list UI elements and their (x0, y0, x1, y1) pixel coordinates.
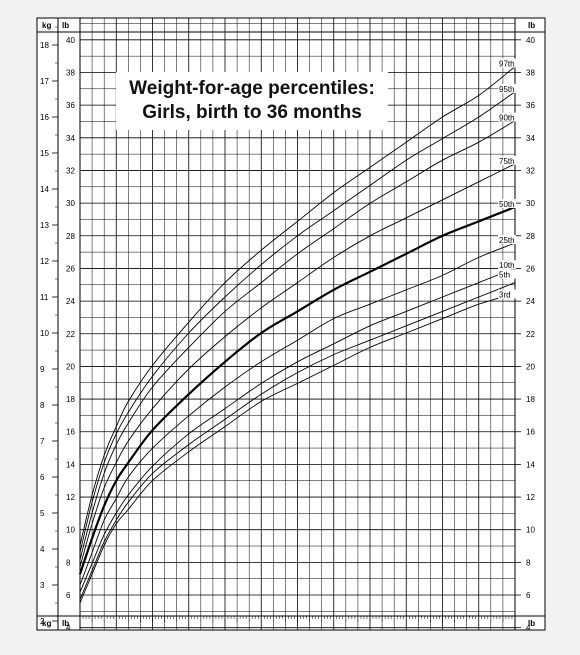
kg-tick-label: 16 (40, 113, 49, 122)
lb-tick-label-right: 6 (526, 591, 531, 600)
kg-tick-label: 12 (40, 257, 49, 266)
percentile-label-10th: 10th (499, 261, 515, 270)
chart-title-line-1: Weight-for-age percentiles: (129, 78, 375, 99)
percentile-curve-90th (79, 120, 516, 560)
kg-tick-label: 8 (40, 401, 45, 410)
percentile-label-bg-75th (498, 155, 516, 165)
kg-tick-label: 15 (40, 149, 49, 158)
percentile-label-3rd: 3rd (499, 290, 511, 299)
lb-tick-label-right: 22 (526, 330, 535, 339)
lb-unit-right-top: lb (528, 21, 535, 30)
lb-tick-label-right: 38 (526, 68, 535, 77)
percentile-label-bg-97th (498, 58, 516, 68)
lb-tick-label-left: 36 (66, 101, 75, 110)
lb-tick-label-left: 22 (66, 330, 75, 339)
lb-tick-label-left: 16 (66, 428, 75, 437)
kg-tick-label: 11 (40, 293, 49, 302)
lb-tick-label-right: 18 (526, 395, 535, 404)
percentile-label-90th: 90th (499, 114, 515, 123)
percentile-curve-95th (79, 91, 516, 553)
kg-tick-label: 4 (40, 545, 45, 554)
lb-tick-label-left: 26 (66, 264, 75, 273)
percentile-label-bg-25th (498, 235, 516, 244)
lb-tick-label-left: 20 (66, 362, 75, 371)
kg-tick-label: 18 (40, 41, 49, 50)
lb-tick-label-right: 32 (526, 166, 535, 175)
kg-tick-label: 7 (40, 437, 45, 446)
lb-tick-label-right: 16 (526, 428, 535, 437)
lb-tick-label-left: 14 (66, 460, 75, 469)
lb-unit-right-bottom: lb (528, 619, 535, 628)
percentile-label-bg-3rd (498, 289, 516, 299)
percentile-label-95th: 95th (499, 85, 515, 94)
lb-tick-label-right: 36 (526, 101, 535, 110)
kg-tick-label: 13 (40, 221, 49, 230)
percentile-label-5th: 5th (499, 271, 510, 280)
lb-tick-label-left: 32 (66, 166, 75, 175)
kg-tick-label: 17 (40, 77, 49, 86)
lb-tick-label-left: 8 (66, 558, 71, 567)
kg-tick-label: 3 (40, 581, 45, 590)
lb-tick-label-right: 34 (526, 134, 535, 143)
percentile-label-bg-95th (498, 83, 516, 93)
lb-tick-label-right: 40 (526, 36, 535, 45)
percentile-label-bg-90th (498, 112, 516, 122)
percentile-label-50th: 50th (499, 200, 515, 209)
percentile-curve-75th (79, 163, 516, 568)
lb-tick-label-left: 30 (66, 199, 75, 208)
lb-tick-label-left: 40 (66, 36, 75, 45)
percentile-curve-25th (79, 242, 516, 586)
lb-unit-top: lb (62, 21, 69, 30)
lb-tick-label-right: 14 (526, 460, 535, 469)
lb-tick-label-left: 28 (66, 232, 75, 241)
lb-tick-label-left: 18 (66, 395, 75, 404)
kg-tick-label: 5 (40, 509, 45, 518)
kg-tick-label: 2 (40, 617, 45, 626)
lb-tick-label-right: 12 (526, 493, 535, 502)
lb-tick-label-right: 4 (526, 624, 531, 633)
lb-tick-label-left: 38 (66, 68, 75, 77)
percentile-label-bg-10th (498, 260, 516, 270)
lb-tick-label-left: 24 (66, 297, 75, 306)
percentile-curve-5th (79, 282, 516, 600)
kg-tick-label: 6 (40, 473, 45, 482)
lb-tick-label-right: 30 (526, 199, 535, 208)
lb-tick-label-right: 28 (526, 232, 535, 241)
lb-tick-label-right: 8 (526, 558, 531, 567)
kg-unit-top: kg (42, 21, 51, 30)
lb-tick-label-right: 24 (526, 297, 535, 306)
kg-unit-bottom: kg (42, 619, 51, 628)
percentile-label-bg-5th (498, 269, 516, 279)
lb-tick-label-left: 6 (66, 591, 71, 600)
percentile-curve-50th (78, 205, 516, 575)
chart-title-line-2: Girls, birth to 36 months (142, 102, 362, 123)
percentile-curves (78, 66, 516, 604)
chart-title: Weight-for-age percentiles: Girls, birth… (116, 72, 388, 130)
percentile-label-97th: 97th (499, 60, 515, 69)
lb-tick-label-left: 4 (66, 624, 71, 633)
lb-tick-label-right: 26 (526, 264, 535, 273)
percentile-label-bg-50th (498, 199, 516, 208)
percentile-curve-10th (79, 267, 516, 593)
plot-frame (36, 17, 546, 631)
percentile-curve-97th (79, 66, 516, 546)
lb-unit-bottom: lb (62, 619, 69, 628)
lb-tick-label-left: 10 (66, 526, 75, 535)
lb-tick-label-left: 34 (66, 134, 75, 143)
kg-tick-label: 9 (40, 365, 45, 374)
lb-tick-label-right: 10 (526, 526, 535, 535)
kg-tick-label: 10 (40, 329, 49, 338)
percentile-curve-3rd (79, 292, 516, 604)
percentile-label-25th: 25th (499, 236, 515, 245)
percentile-label-75th: 75th (499, 157, 515, 166)
lb-tick-label-left: 12 (66, 493, 75, 502)
kg-tick-label: 14 (40, 185, 49, 194)
lb-tick-label-right: 20 (526, 362, 535, 371)
